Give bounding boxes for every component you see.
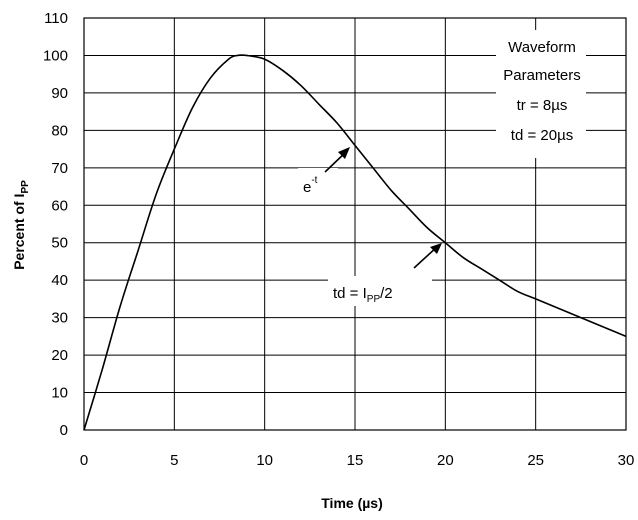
parameters-box	[496, 30, 586, 158]
plot-area-frame	[83, 17, 627, 431]
y-tick-label: 80	[51, 122, 68, 139]
params-line-3: tr = 8µs	[517, 97, 568, 114]
waveform-curve	[83, 54, 627, 431]
exp-label-bg	[298, 168, 338, 198]
y-tick-label: 0	[60, 422, 68, 439]
x-tick-label: 0	[80, 452, 88, 469]
params-line-2: Parameters	[503, 67, 581, 84]
x-tick-label: 20	[437, 452, 454, 469]
params-line-4: td = 20µs	[511, 127, 573, 144]
td-arrowhead	[430, 243, 442, 254]
y-axis-title: Percent of IPP	[11, 180, 31, 270]
td-label: td = IPP/2	[333, 285, 393, 305]
params-line-1: Waveform	[508, 39, 576, 56]
y-tick-label: 60	[51, 197, 68, 214]
x-tick-label: 30	[618, 452, 635, 469]
y-tick-label: 100	[43, 47, 68, 64]
y-tick-label: 10	[51, 385, 68, 402]
y-tick-label: 20	[51, 347, 68, 364]
exp-arrowhead	[338, 147, 350, 159]
x-tick-label: 10	[256, 452, 273, 469]
exp-label: e-t	[303, 175, 318, 196]
y-tick-label: 40	[51, 272, 68, 289]
y-tick-label: 70	[51, 160, 68, 177]
x-tick-labels: 0 5 10 15 20 25 30	[80, 452, 635, 469]
y-tick-labels: 0 10 20 30 40 50 60 70 80 90 100 110	[43, 10, 68, 439]
y-tick-label: 110	[44, 10, 68, 27]
y-tick-label: 50	[51, 235, 68, 252]
y-tick-label: 30	[51, 310, 68, 327]
x-tick-label: 25	[527, 452, 544, 469]
y-tick-label: 90	[51, 85, 68, 102]
x-tick-label: 5	[170, 452, 178, 469]
x-axis-title: Time (µs)	[321, 495, 383, 511]
x-tick-label: 15	[347, 452, 364, 469]
td-label-bg	[328, 276, 432, 306]
